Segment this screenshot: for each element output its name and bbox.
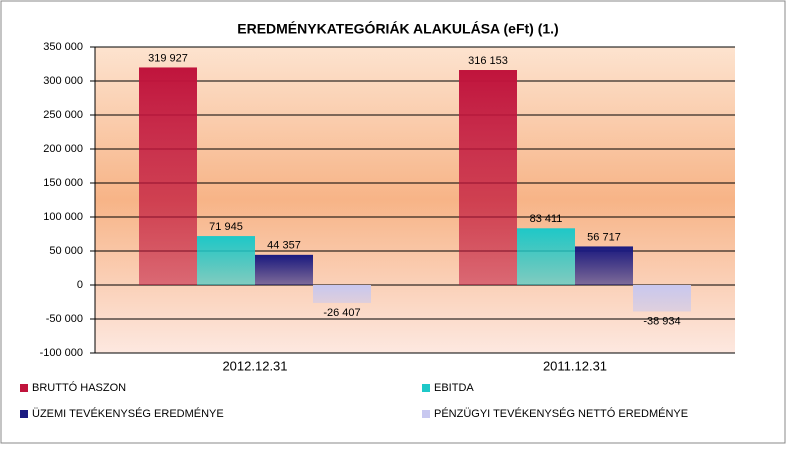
legend-swatch <box>422 410 430 418</box>
bar <box>459 70 517 285</box>
bar <box>255 254 313 285</box>
data-label: 319 927 <box>148 52 188 64</box>
legend-swatch <box>422 384 430 392</box>
y-tick-label: 50 000 <box>49 245 83 257</box>
bar <box>633 285 691 312</box>
legend-label: ÜZEMI TEVÉKENYSÉG EREDMÉNYE <box>32 407 224 420</box>
bar <box>139 67 197 285</box>
y-tick-label: 300 000 <box>43 75 83 87</box>
bar <box>197 236 255 285</box>
legend-label: PÉNZÜGYI TEVÉKENYSÉG NETTÓ EREDMÉNYE <box>434 407 688 420</box>
data-label: 83 411 <box>530 213 563 225</box>
data-label: 56 717 <box>587 231 621 243</box>
data-label: -38 934 <box>643 315 680 327</box>
chart-title: EREDMÉNYKATEGÓRIÁK ALAKULÁSA (eFt) (1.) <box>237 20 558 37</box>
data-label: 71 945 <box>209 221 243 233</box>
y-tick-label: 100 000 <box>43 211 83 223</box>
plot-area <box>95 47 735 353</box>
x-tick-label: 2011.12.31 <box>543 358 607 373</box>
y-tick-label: 350 000 <box>43 41 83 53</box>
bar <box>313 285 371 303</box>
data-label: 44 357 <box>267 240 301 252</box>
y-tick-label: -50 000 <box>46 313 83 325</box>
bar <box>575 246 633 285</box>
data-label: -26 407 <box>323 307 360 319</box>
y-tick-label: 150 000 <box>43 177 83 189</box>
legend-swatch <box>20 384 28 392</box>
y-tick-label: -100 000 <box>40 347 83 359</box>
bar <box>517 228 575 285</box>
legend-swatch <box>20 410 28 418</box>
x-tick-label: 2012.12.31 <box>222 358 287 373</box>
legend-label: BRUTTÓ HASZON <box>32 381 126 394</box>
legend-label: EBITDA <box>434 382 474 394</box>
data-label: 316 153 <box>468 55 508 67</box>
y-tick-label: 0 <box>77 279 83 291</box>
y-tick-label: 200 000 <box>43 143 83 155</box>
y-tick-label: 250 000 <box>43 109 83 121</box>
